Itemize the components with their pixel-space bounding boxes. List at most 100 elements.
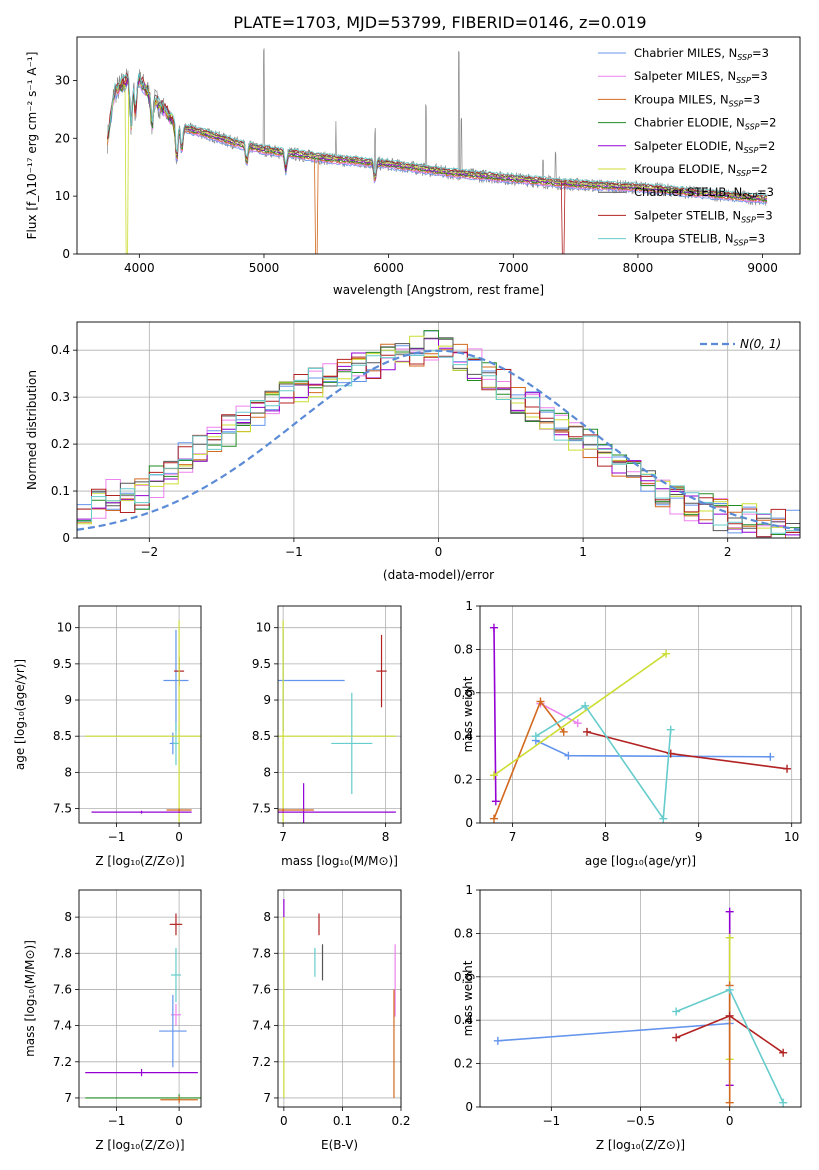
x-tick-label: 9000 bbox=[747, 261, 778, 275]
y-tick-label: 0.4 bbox=[454, 1013, 473, 1027]
series-point-kroupa_elodie bbox=[662, 649, 671, 658]
panel-2: −1 0 7.5 8 8.5 9 9.5 10 Z [log₁₀(Z/Z⊙)] age [log₁… bbox=[13, 605, 202, 868]
legend-label-kroupa_elodie: Kroupa ELODIE, NSSP=2 bbox=[634, 162, 768, 178]
x-tick-label: −1 bbox=[108, 830, 126, 844]
series-line-kroupa_elodie bbox=[493, 653, 667, 776]
series-line-chabrier_miles bbox=[497, 1022, 730, 1042]
axes-frame bbox=[78, 889, 202, 1108]
y-tick-label: 7.4 bbox=[252, 1019, 271, 1033]
legend-label-kroupa_stelib: Kroupa STELIB, NSSP=3 bbox=[634, 232, 765, 248]
y-tick-label: 8 bbox=[64, 765, 72, 779]
panel-7: −1 −0.5 0 0 0.2 0.4 0.6 0.8 1 Z [log₁₀(Z/Z⊙)] mass… bbox=[454, 883, 802, 1152]
y-tick-label: 7.8 bbox=[252, 946, 271, 960]
y-axis-label: mass [log₁₀(M/M⊙)] bbox=[23, 940, 37, 1057]
series-point-salpeter_stelib bbox=[583, 727, 591, 736]
x-axis-label: age [log₁₀(age/yr)] bbox=[585, 854, 696, 868]
y-tick-label: 7.2 bbox=[252, 1055, 271, 1069]
figure-title: PLATE=1703, MJD=53799, FIBERID=0146, z=0… bbox=[233, 13, 646, 32]
y-tick-label: 0 bbox=[465, 1100, 473, 1114]
series-line-kroupa_miles bbox=[493, 699, 565, 819]
plot-area bbox=[493, 907, 788, 1107]
series-point-salpeter_stelib bbox=[779, 1048, 788, 1057]
y-tick-label: 0.8 bbox=[454, 642, 473, 656]
model-line-kroupa_stelib bbox=[107, 73, 768, 197]
errorbar-salpeter_stelib bbox=[376, 634, 387, 708]
series-point-kroupa_stelib bbox=[666, 725, 675, 734]
model-line-salpeter_miles bbox=[107, 78, 768, 204]
y-tick-label: 7.8 bbox=[53, 946, 72, 960]
errorbar-chabrier_miles bbox=[163, 629, 189, 732]
series-point-salpeter_stelib bbox=[783, 764, 792, 773]
x-tick-label: 8 bbox=[602, 830, 610, 844]
errorbar-salpeter_elodie bbox=[85, 1069, 198, 1077]
x-tick-label: 1 bbox=[579, 545, 587, 559]
axes-frame bbox=[277, 889, 402, 1108]
x-tick-label: 0 bbox=[726, 1114, 734, 1128]
y-tick-label: 8 bbox=[263, 910, 271, 924]
y-tick-label: 7.5 bbox=[53, 802, 72, 816]
y-tick-label: 9.5 bbox=[53, 657, 72, 671]
x-tick-label: 10 bbox=[784, 830, 799, 844]
y-tick-label: 0 bbox=[465, 816, 473, 830]
x-tick-label: 0 bbox=[435, 545, 443, 559]
y-tick-label: 8 bbox=[263, 765, 271, 779]
series-point-salpeter_stelib bbox=[672, 1033, 681, 1042]
legend-label-salpeter_stelib: Salpeter STELIB, NSSP=3 bbox=[634, 208, 773, 224]
y-tick-label: 7.2 bbox=[53, 1055, 72, 1069]
y-tick-label: 0.2 bbox=[454, 1057, 473, 1071]
x-tick-label: −0.5 bbox=[626, 1114, 655, 1128]
legend-label-gauss: N(0, 1) bbox=[740, 337, 781, 351]
y-axis-label: Flux [f_λ10⁻¹⁷ erg cm⁻² s⁻¹ A⁻¹] bbox=[25, 52, 39, 240]
x-axis-label: Z [log₁₀(Z/Z⊙)] bbox=[95, 854, 184, 868]
x-axis-label: mass [log₁₀(M/M⊙)] bbox=[281, 854, 398, 868]
x-tick-label: 9 bbox=[695, 830, 703, 844]
x-tick-label: 7 bbox=[509, 830, 517, 844]
y-tick-label: 0.4 bbox=[51, 343, 70, 357]
errorbar-salpeter_stelib bbox=[169, 913, 183, 936]
y-tick-label: 9 bbox=[64, 693, 72, 707]
y-tick-label: 0 bbox=[62, 531, 70, 545]
x-tick-label: −1 bbox=[108, 1114, 126, 1128]
series-line-salpeter_stelib bbox=[586, 731, 788, 770]
y-tick-label: 1 bbox=[465, 599, 473, 613]
y-tick-label: 1 bbox=[465, 883, 473, 897]
series-point-salpeter_elodie bbox=[491, 797, 500, 806]
series-point-kroupa_stelib bbox=[581, 701, 590, 710]
plot-area bbox=[107, 48, 768, 254]
legend-label-salpeter_elodie: Salpeter ELODIE, NSSP=2 bbox=[634, 139, 775, 155]
y-tick-label: 0.4 bbox=[454, 729, 473, 743]
series-point-kroupa_stelib bbox=[779, 1098, 788, 1107]
model-line-salpeter_stelib bbox=[107, 72, 768, 254]
x-tick-label: 8 bbox=[382, 830, 390, 844]
y-tick-label: 0.6 bbox=[454, 686, 473, 700]
legend-label-salpeter_miles: Salpeter MILES, NSSP=3 bbox=[634, 69, 768, 85]
x-axis-label: Z [log₁₀(Z/Z⊙)] bbox=[95, 1138, 184, 1152]
y-tick-label: 8.5 bbox=[53, 729, 72, 743]
model-line-salpeter_elodie bbox=[107, 78, 768, 201]
x-tick-label: 0.1 bbox=[333, 1114, 352, 1128]
x-tick-label: 7000 bbox=[498, 261, 529, 275]
x-tick-label: 0 bbox=[175, 1114, 183, 1128]
panel-3: 7 8 7.5 8 8.5 9 9.5 10 mass [log₁₀(M/M⊙)] bbox=[252, 605, 402, 868]
axes-frame bbox=[479, 889, 802, 1108]
y-tick-label: 10 bbox=[256, 621, 271, 635]
series-point-kroupa_miles bbox=[725, 1098, 734, 1107]
panel-5: −1 0 7 7.2 7.4 7.6 7.8 8 Z [log₁₀(Z/Z⊙)] mass [lo… bbox=[23, 889, 202, 1152]
y-axis-label: Normed distribution bbox=[25, 370, 39, 490]
series-point-salpeter_elodie bbox=[725, 907, 734, 916]
plot-area bbox=[85, 620, 201, 823]
series-line-kroupa_stelib bbox=[535, 704, 672, 821]
y-tick-label: 0.2 bbox=[454, 773, 473, 787]
x-axis-label: (data-model)/error bbox=[383, 568, 494, 582]
axes-frame bbox=[76, 321, 801, 539]
y-tick-label: 7.6 bbox=[252, 982, 271, 996]
x-tick-label: 7 bbox=[279, 830, 287, 844]
axes-frame bbox=[76, 36, 801, 255]
x-axis-label: wavelength [Angstrom, rest frame] bbox=[333, 283, 544, 297]
errorbar-salpeter_elodie bbox=[91, 810, 192, 814]
x-axis-label: E(B-V) bbox=[321, 1138, 358, 1152]
series-point-salpeter_elodie bbox=[489, 623, 498, 632]
y-tick-label: 8 bbox=[64, 910, 72, 924]
x-tick-label: −2 bbox=[140, 545, 158, 559]
